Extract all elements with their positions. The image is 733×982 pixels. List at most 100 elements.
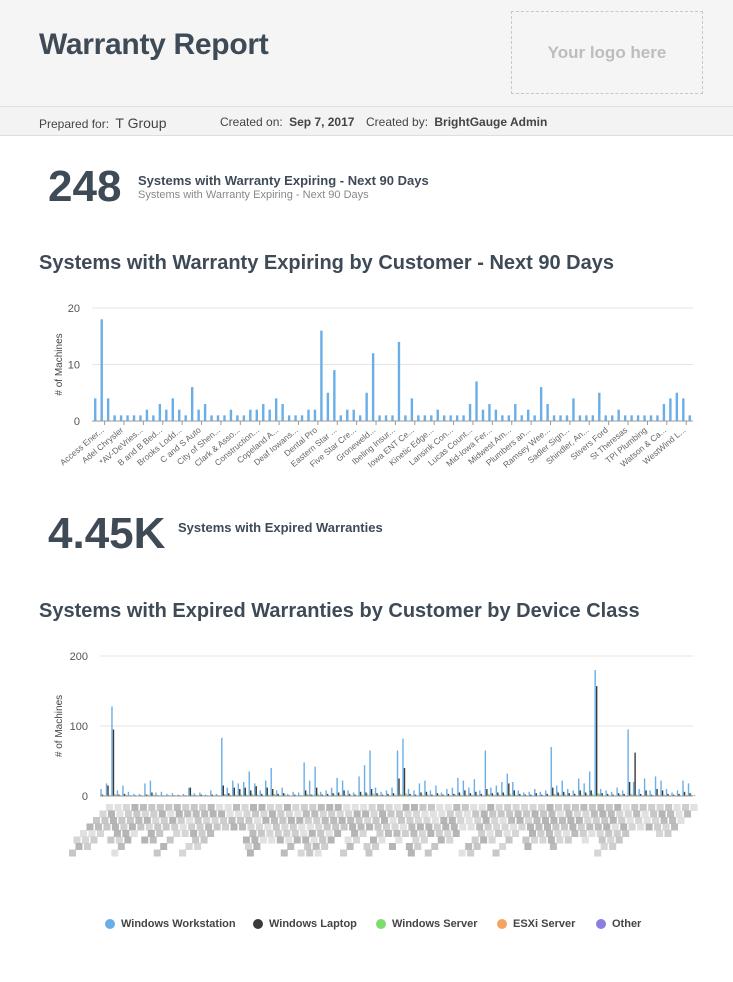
bar[interactable] xyxy=(692,795,694,796)
bar[interactable] xyxy=(229,794,231,796)
bar[interactable] xyxy=(223,415,226,421)
bar[interactable] xyxy=(574,793,576,796)
bar[interactable] xyxy=(501,415,504,421)
bar[interactable] xyxy=(517,790,519,796)
bar[interactable] xyxy=(391,787,393,796)
bar[interactable] xyxy=(315,787,318,796)
bar[interactable] xyxy=(588,771,591,797)
bar[interactable] xyxy=(199,792,201,797)
bar[interactable] xyxy=(455,415,459,421)
bar[interactable] xyxy=(436,409,439,421)
bar[interactable] xyxy=(530,794,532,796)
bar[interactable] xyxy=(319,791,322,796)
bar[interactable] xyxy=(307,409,310,421)
bar[interactable] xyxy=(352,792,355,797)
bar[interactable] xyxy=(552,787,554,796)
bar[interactable] xyxy=(473,779,476,796)
bar[interactable] xyxy=(372,793,374,796)
bar[interactable] xyxy=(682,398,685,421)
bar[interactable] xyxy=(421,794,424,796)
bar[interactable] xyxy=(193,793,196,796)
bar[interactable] xyxy=(145,794,148,796)
bar[interactable] xyxy=(423,415,427,421)
bar[interactable] xyxy=(486,789,488,796)
bar[interactable] xyxy=(114,793,116,796)
bar[interactable] xyxy=(394,794,396,796)
bar[interactable] xyxy=(457,777,459,796)
bar[interactable] xyxy=(284,794,286,796)
bar[interactable] xyxy=(392,793,395,796)
bar[interactable] xyxy=(508,783,510,796)
bar[interactable] xyxy=(584,792,587,797)
bar[interactable] xyxy=(270,768,272,796)
bar[interactable] xyxy=(407,789,410,796)
bar[interactable] xyxy=(240,794,242,796)
bar[interactable] xyxy=(236,415,239,421)
bar[interactable] xyxy=(399,793,402,796)
bar[interactable] xyxy=(287,415,291,421)
bar[interactable] xyxy=(281,404,284,421)
bar[interactable] xyxy=(235,794,237,796)
bar[interactable] xyxy=(665,789,668,796)
bar[interactable] xyxy=(451,787,454,796)
bar[interactable] xyxy=(139,415,142,421)
bar[interactable] xyxy=(297,792,300,797)
bar[interactable] xyxy=(358,415,362,421)
bar[interactable] xyxy=(307,794,310,796)
bar[interactable] xyxy=(268,409,271,421)
bar[interactable] xyxy=(255,409,258,421)
bar[interactable] xyxy=(630,793,632,796)
bar[interactable] xyxy=(489,794,491,796)
bar[interactable] xyxy=(314,766,316,796)
bar[interactable] xyxy=(465,794,468,796)
bar[interactable] xyxy=(512,782,514,796)
bar[interactable] xyxy=(623,415,627,421)
bar[interactable] xyxy=(484,750,487,797)
bar[interactable] xyxy=(119,415,123,421)
bar[interactable] xyxy=(255,786,257,796)
bar[interactable] xyxy=(675,392,679,421)
bar[interactable] xyxy=(251,793,253,796)
bar[interactable] xyxy=(125,794,127,796)
bar[interactable] xyxy=(493,794,495,796)
bar[interactable] xyxy=(447,793,450,796)
bar[interactable] xyxy=(229,409,233,421)
bar[interactable] xyxy=(369,750,371,797)
bar[interactable] xyxy=(293,794,296,796)
bar[interactable] xyxy=(249,409,252,421)
bar[interactable] xyxy=(460,794,462,796)
bar[interactable] xyxy=(563,791,565,796)
bar[interactable] xyxy=(410,398,414,421)
bar[interactable] xyxy=(628,782,631,796)
bar[interactable] xyxy=(480,793,483,796)
bar[interactable] xyxy=(420,792,422,797)
bar[interactable] xyxy=(404,415,407,421)
bar[interactable] xyxy=(409,793,411,796)
bar[interactable] xyxy=(339,794,341,796)
bar[interactable] xyxy=(171,793,174,796)
bar[interactable] xyxy=(398,778,400,797)
bar[interactable] xyxy=(149,780,152,796)
bar[interactable] xyxy=(115,794,118,796)
bar[interactable] xyxy=(507,415,511,421)
bar[interactable] xyxy=(669,398,672,421)
bar[interactable] xyxy=(226,787,228,796)
bar[interactable] xyxy=(317,793,319,796)
bar[interactable] xyxy=(306,793,308,796)
bar[interactable] xyxy=(567,789,569,796)
bar[interactable] xyxy=(578,415,582,421)
bar[interactable] xyxy=(619,794,621,796)
bar[interactable] xyxy=(687,783,690,796)
bar[interactable] xyxy=(348,793,351,796)
bar[interactable] xyxy=(118,794,120,796)
bar[interactable] xyxy=(377,794,380,796)
bar[interactable] xyxy=(380,791,382,796)
bar[interactable] xyxy=(635,794,638,796)
bar[interactable] xyxy=(101,794,104,796)
bar[interactable] xyxy=(145,409,149,421)
bar[interactable] xyxy=(417,415,420,421)
bar[interactable] xyxy=(261,793,263,796)
bar[interactable] xyxy=(539,791,541,796)
bar[interactable] xyxy=(594,670,596,796)
bar[interactable] xyxy=(166,793,168,796)
